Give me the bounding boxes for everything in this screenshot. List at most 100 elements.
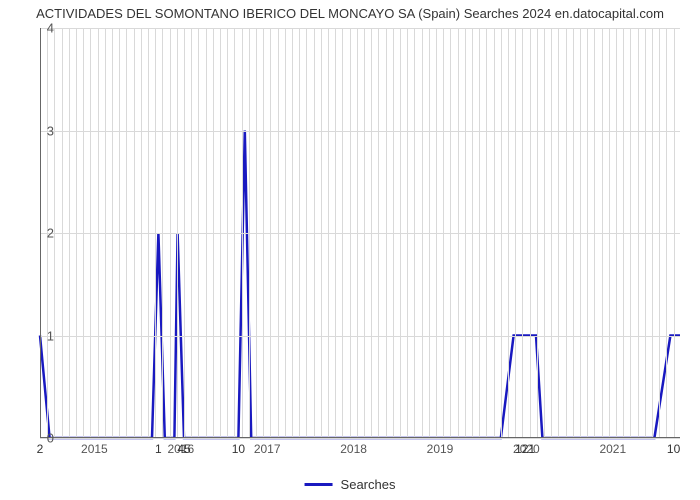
grid-line-v	[321, 28, 322, 438]
grid-line-v	[587, 28, 588, 438]
x-year-label: 2019	[427, 442, 454, 456]
grid-line-h	[40, 233, 680, 234]
grid-line-v	[306, 28, 307, 438]
y-tick-label: 1	[34, 328, 54, 343]
grid-line-v	[652, 28, 653, 438]
grid-line-v	[494, 28, 495, 438]
grid-line-v	[126, 28, 127, 438]
grid-line-v	[414, 28, 415, 438]
grid-line-v	[537, 28, 538, 438]
grid-line-v	[616, 28, 617, 438]
grid-line-v	[386, 28, 387, 438]
grid-line-v	[184, 28, 185, 438]
grid-line-v	[242, 28, 243, 438]
grid-line-v	[638, 28, 639, 438]
grid-line-v	[659, 28, 660, 438]
grid-line-v	[501, 28, 502, 438]
x-axis-line	[40, 437, 680, 438]
grid-line-v	[177, 28, 178, 438]
grid-line-v	[508, 28, 509, 438]
legend-label: Searches	[341, 477, 396, 492]
grid-line-v	[98, 28, 99, 438]
grid-line-v	[400, 28, 401, 438]
x-year-label: 2015	[81, 442, 108, 456]
chart-title: ACTIVIDADES DEL SOMONTANO IBERICO DEL MO…	[0, 0, 700, 21]
grid-line-v	[630, 28, 631, 438]
grid-line-v	[220, 28, 221, 438]
grid-line-v	[278, 28, 279, 438]
grid-line-v	[54, 28, 55, 438]
grid-line-v	[422, 28, 423, 438]
data-point-label: 10	[667, 442, 680, 456]
data-point-label: 121	[515, 442, 535, 456]
grid-line-v	[90, 28, 91, 438]
grid-line-v	[602, 28, 603, 438]
grid-line-v	[515, 28, 516, 438]
grid-line-v	[645, 28, 646, 438]
grid-line-v	[429, 28, 430, 438]
grid-line-v	[530, 28, 531, 438]
grid-line-v	[83, 28, 84, 438]
grid-line-v	[249, 28, 250, 438]
grid-line-v	[364, 28, 365, 438]
grid-line-v	[119, 28, 120, 438]
grid-line-v	[256, 28, 257, 438]
grid-line-v	[69, 28, 70, 438]
data-point-label: 1	[155, 442, 162, 456]
grid-line-v	[594, 28, 595, 438]
x-year-label: 2018	[340, 442, 367, 456]
grid-line-v	[191, 28, 192, 438]
grid-line-v	[148, 28, 149, 438]
x-year-label: 2021	[599, 442, 626, 456]
grid-line-v	[213, 28, 214, 438]
grid-line-v	[134, 28, 135, 438]
grid-line-v	[299, 28, 300, 438]
grid-line-v	[558, 28, 559, 438]
grid-line-v	[544, 28, 545, 438]
grid-line-v	[342, 28, 343, 438]
grid-line-v	[609, 28, 610, 438]
grid-line-v	[378, 28, 379, 438]
grid-line-v	[227, 28, 228, 438]
grid-line-v	[436, 28, 437, 438]
legend-swatch	[305, 483, 333, 486]
grid-line-h	[40, 438, 680, 439]
grid-line-v	[407, 28, 408, 438]
grid-line-v	[76, 28, 77, 438]
grid-line-v	[450, 28, 451, 438]
grid-line-v	[551, 28, 552, 438]
grid-line-v	[479, 28, 480, 438]
x-year-label: 2017	[254, 442, 281, 456]
grid-line-v	[486, 28, 487, 438]
grid-line-v	[234, 28, 235, 438]
plot-area	[40, 28, 680, 438]
y-tick-label: 2	[34, 226, 54, 241]
grid-line-v	[62, 28, 63, 438]
grid-line-h	[40, 336, 680, 337]
y-tick-label: 3	[34, 123, 54, 138]
grid-line-v	[335, 28, 336, 438]
grid-line-v	[573, 28, 574, 438]
grid-line-v	[472, 28, 473, 438]
grid-line-v	[206, 28, 207, 438]
grid-line-v	[285, 28, 286, 438]
grid-line-v	[580, 28, 581, 438]
data-point-label: 2	[37, 442, 44, 456]
data-point-label: 10	[232, 442, 245, 456]
grid-line-v	[155, 28, 156, 438]
grid-line-v	[465, 28, 466, 438]
grid-line-v	[393, 28, 394, 438]
grid-line-h	[40, 28, 680, 29]
grid-line-h	[40, 131, 680, 132]
grid-line-v	[141, 28, 142, 438]
grid-line-v	[674, 28, 675, 438]
grid-line-v	[263, 28, 264, 438]
grid-line-v	[292, 28, 293, 438]
grid-line-v	[623, 28, 624, 438]
grid-line-v	[162, 28, 163, 438]
grid-line-v	[270, 28, 271, 438]
grid-line-v	[666, 28, 667, 438]
grid-line-v	[170, 28, 171, 438]
grid-line-v	[443, 28, 444, 438]
grid-line-v	[314, 28, 315, 438]
